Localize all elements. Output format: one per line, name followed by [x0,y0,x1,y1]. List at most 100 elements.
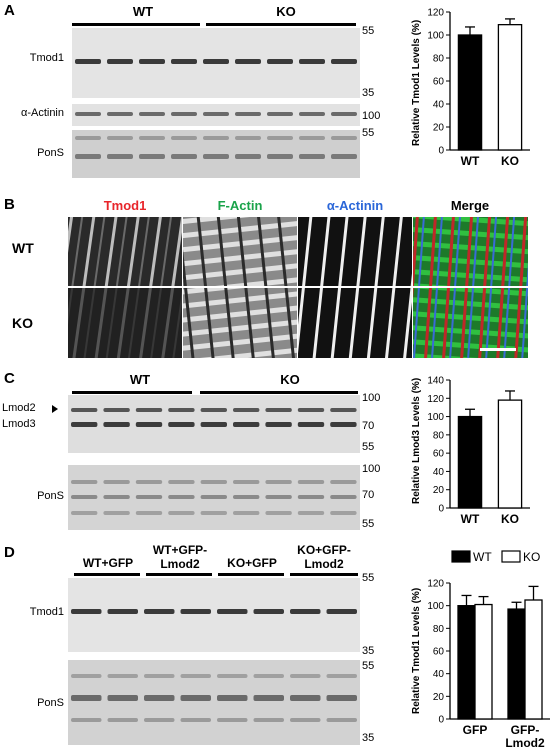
lmod3-band [103,422,130,427]
marker-d-35b: 35 [362,732,375,744]
lmod3-band [233,422,260,427]
actinin-band [139,112,165,116]
pons-d-2-band [71,695,102,701]
marker-d-55: 55 [362,572,375,584]
y-tick-label: 40 [433,100,445,111]
pons-c-1-band [135,480,163,484]
panel-label-d: D [4,544,15,561]
row-label-actinin: α-Actinin [20,107,64,119]
y-tick-label: 80 [433,624,445,635]
group-bar-c-wt [72,391,192,394]
pons-c-2-band [135,495,163,499]
panel-label-b: B [4,196,15,213]
pons-c-3-band [297,511,325,515]
group-label-wt: WT [132,4,154,19]
y-tick-label: 0 [438,715,444,726]
pons-c-2-band [71,495,98,499]
tmod1-d-band [253,609,284,614]
group-bar-ko [206,23,356,26]
pons-c-1-band [71,480,98,484]
marker-d-55b: 55 [362,660,375,672]
panel-label-a: A [4,2,15,19]
pons-d-1-band [107,674,138,678]
y-tick-label: 60 [433,449,445,460]
col-label-factin: F-Actin [217,198,263,213]
pons-d-2-band [290,695,321,701]
pons-c-1-band [265,480,292,484]
y-tick-label: 100 [427,31,444,42]
actinin-band [331,112,357,116]
pons-lower-band [171,154,197,159]
pons-d-2-band [217,695,248,701]
pons-upper-band [299,136,325,140]
group-label-d-4: KO+GFP- Lmod2 [297,543,351,571]
pons-d-3-band [71,718,102,722]
y-tick-label: 20 [433,485,445,496]
pons-c-3-band [265,511,292,515]
row-label-b-wt: WT [12,240,34,256]
chart-a: 0 20 40 60 80 100 120 WT KO [427,8,530,168]
pons-lower-band [139,154,165,159]
marker-c-70: 70 [362,420,375,432]
group-bar-c-ko [200,391,358,394]
lmod3-band [265,422,292,427]
lmod2-arrowhead-icon [52,405,58,413]
chart-c: 0 20 40 60 80 100 120 140 WT KO [427,376,530,526]
chart-d: 0 20 40 60 80 100 120 GFP GFP-Lmod2 WT KO [427,550,550,750]
lmod3-band [168,422,195,427]
row-label-pons: PonS [37,147,64,159]
micrograph-grid [68,217,528,358]
y-tick-label: 120 [427,8,444,19]
pons-d-1-band [253,674,284,678]
marker-c-100b: 100 [362,463,381,475]
blot-d-top-bg [68,578,360,652]
pons-c-1-band [297,480,325,484]
pons-c-1-band [200,480,227,484]
lmod3-band [200,422,227,427]
pons-d-1-band [290,674,321,678]
x-category-label: Lmod2 [505,736,545,750]
pons-upper-band [331,136,357,140]
pons-lower-band [75,154,101,159]
micrograph-wt-factin [183,217,297,286]
pons-d-3-band [180,718,211,722]
pons-c-2-band [233,495,260,499]
tmod1-band [331,59,357,64]
blot-d-bottom-bg [68,660,360,745]
panel-label-c: C [4,370,15,387]
pons-lower-band [203,154,229,159]
lmod2-band [297,408,325,412]
pons-d-2-band [326,695,357,701]
actinin-band [203,112,229,116]
y-tick-label: 80 [433,430,445,441]
lmod2-band [103,408,130,412]
marker-c-55b: 55 [362,518,375,530]
actinin-band [267,112,293,116]
tmod1-band [75,59,101,64]
group-label-c-ko: KO [280,372,300,387]
y-tick-label: 20 [433,692,445,703]
pons-d-3-band [253,718,284,722]
blot-a [72,28,360,178]
pons-d-1-band [217,674,248,678]
row-label-d-pons: PonS [37,697,64,709]
lmod2-band [233,408,260,412]
group-label-ko: KO [276,4,296,19]
bar [524,599,543,720]
pons-lower-band [107,154,133,159]
legend-swatch [451,550,471,563]
col-label-tmod1: Tmod1 [103,198,147,213]
x-category-label: KO [501,512,519,526]
marker-55b: 55 [362,127,375,139]
bar [457,34,483,151]
actinin-band [171,112,197,116]
group-label-d-3: KO+GFP [227,556,277,570]
group-bar-d-1 [74,573,140,576]
actinin-band [235,112,261,116]
scale-bar [480,348,516,351]
pons-c-3-band [200,511,227,515]
micrograph-wt-merge [413,217,528,286]
micrograph-ko-tmod1-overlay [68,288,182,358]
marker-35: 35 [362,87,375,99]
tmod1-d-band [144,609,175,614]
